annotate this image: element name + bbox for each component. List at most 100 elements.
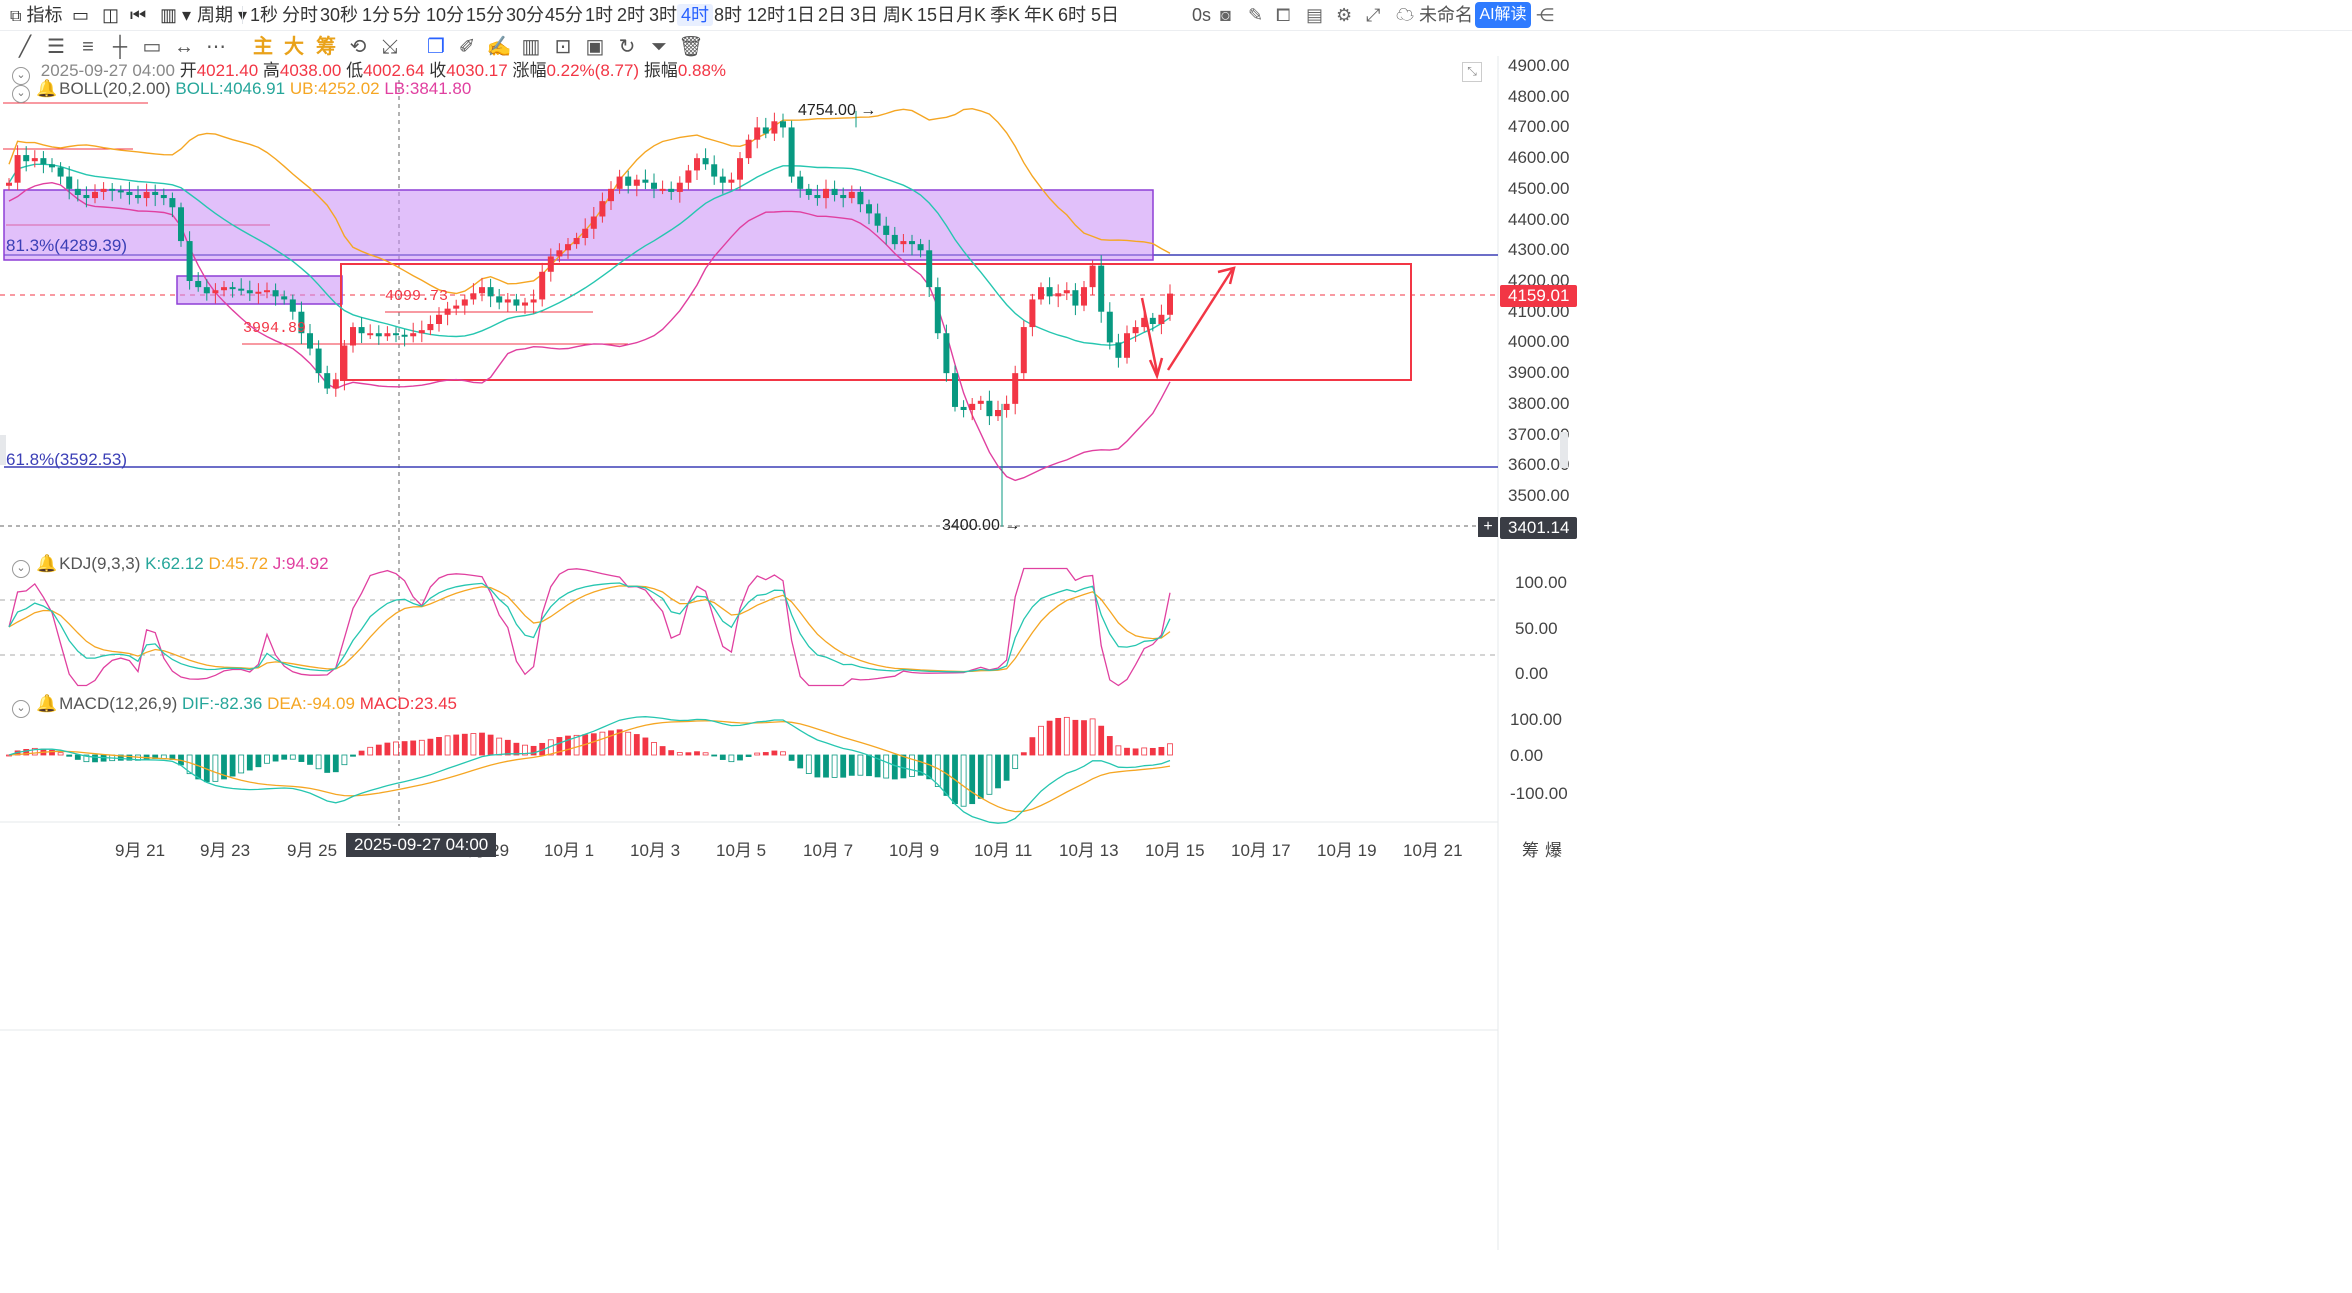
interval-19[interactable]: 15日 [917,5,956,25]
replay-icon[interactable]: ⏮ [130,5,147,25]
measure-icon[interactable]: ↔ [174,36,194,58]
right-scroll-handle[interactable] [1560,432,1568,468]
macd-bar [367,746,374,756]
chip-corner-label[interactable]: 筹 [1522,841,1539,860]
brush-icon[interactable]: ✍ [486,36,512,58]
macd-bar [479,732,485,756]
ruler-icon[interactable]: ✐ [458,36,476,58]
interval-13[interactable]: 8时 [714,5,743,25]
interval-17[interactable]: 3日 [850,5,879,25]
chart-type-icon[interactable]: ▥ ▾ [160,5,192,25]
candle-body [307,333,313,349]
interval-14[interactable]: 12时 [747,5,786,25]
horizontal-lines-icon[interactable]: ≡ [82,36,94,58]
calendar-icon[interactable]: ▭ [72,5,90,25]
collapse-icon[interactable]: ⌄ [12,67,30,85]
supply-zone[interactable] [3,189,1154,261]
interval-10[interactable]: 2时 [617,5,646,25]
collapse-icon[interactable]: ⌄ [12,700,30,718]
share-icon[interactable]: ⋲ [1536,5,1554,25]
magnet-icon[interactable]: ⟲ [349,36,367,58]
collapse-icon[interactable]: ⌄ [12,560,30,578]
up-arrow[interactable] [1166,269,1234,371]
candle-body [479,287,485,294]
interval-3[interactable]: 1分 [362,5,391,25]
demand-zone[interactable] [176,275,343,305]
chip-distribution-tool[interactable]: 筹 [316,36,336,58]
interval-20[interactable]: 月K [956,5,987,25]
copy-icon[interactable]: ❐ [427,36,445,58]
hide-drawings-icon[interactable]: ⤩ [382,36,398,58]
macd-bar [651,742,657,756]
camera-icon[interactable]: ◙ [1220,5,1231,25]
indicators-button[interactable]: ⧉ 指标 [10,4,62,28]
pencil-icon[interactable]: ✎ [1248,5,1264,25]
candle-body [1106,311,1113,343]
interval-22[interactable]: 年K [1024,5,1055,25]
macd-bar [315,754,322,770]
alert-bell-icon[interactable]: 🔔 [36,79,58,98]
interval-18[interactable]: 周K [883,5,914,25]
edit-icon[interactable]: ▣ [585,36,605,58]
alert-bell-icon[interactable]: 🔔 [36,554,58,573]
interval-2[interactable]: 30秒 [320,5,359,25]
macd-bar [1072,719,1079,756]
trendline-icon[interactable]: ╱ [18,36,32,58]
interval-5[interactable]: 10分 [426,5,465,25]
settings-icon[interactable]: ⚙ [1336,5,1353,25]
rectangle-icon[interactable]: ▭ [142,36,162,58]
interval-21[interactable]: 季K [990,5,1021,25]
time-axis-label: 10月 21 [1403,841,1463,860]
parallel-lines-icon[interactable]: ☰ [47,36,65,58]
large-order-tool[interactable]: 大 [284,36,304,58]
interval-15[interactable]: 1日 [787,5,816,25]
interval-11[interactable]: 3时 [649,5,678,25]
range-box[interactable] [340,263,1412,381]
time-axis-label: 10月 19 [1317,841,1377,860]
candle-body [1141,317,1148,328]
alert-bell-icon[interactable]: 🔔 [36,694,58,713]
interval-8[interactable]: 45分 [545,5,584,25]
collapse-icon[interactable]: ⌄ [12,85,30,103]
interval-23[interactable]: 6时 [1058,5,1087,25]
left-scroll-handle[interactable] [0,435,6,465]
fullscreen-icon[interactable]: ⤢ [1366,5,1381,25]
ai-analysis-button[interactable]: AI解读 [1475,2,1531,28]
layout-icon[interactable]: ◫ [102,5,120,25]
filter-icon[interactable]: ⏷ [651,36,667,58]
candles-icon[interactable]: ▥ [521,36,541,58]
interval-12[interactable]: 4时 [677,4,714,26]
lock-icon[interactable]: ⊡ [554,36,572,58]
macd-dif-value: DIF:-82.36 [182,694,263,713]
interval-24[interactable]: 5日 [1091,5,1120,25]
popout-icon[interactable]: ⧠ [1276,5,1291,25]
candle-body [186,241,193,281]
burst-corner-label[interactable]: 爆 [1545,841,1562,860]
interval-16[interactable]: 2日 [818,5,847,25]
horizontal-ray-icon[interactable]: ┼ [112,36,128,58]
cycle-icon[interactable]: ↻ [618,36,636,58]
trash-icon[interactable]: 🗑 [678,36,704,58]
interval-7[interactable]: 30分 [506,5,545,25]
interval-6[interactable]: 15分 [466,5,505,25]
more-tools-icon[interactable]: ⋯ [206,36,226,58]
macd-bar [565,735,571,756]
candle-body [866,204,872,214]
interval-4[interactable]: 5分 [393,5,422,25]
add-alert-icon[interactable]: + [1478,517,1498,537]
interval-9[interactable]: 1时 [585,5,614,25]
interval-0[interactable]: 1秒 [250,5,279,25]
macd-bar [745,754,752,757]
interval-1[interactable]: 分时 [282,5,318,25]
macd-bar [470,733,477,756]
maximize-pane-icon[interactable]: ⤡ [1462,62,1482,82]
candle-body [685,170,692,183]
down-arrow[interactable] [1140,297,1159,373]
main-chart-tool[interactable]: 主 [253,36,273,58]
candle-body [805,188,812,195]
candle-body [496,296,503,303]
template-icon[interactable]: ▤ [1306,5,1324,25]
candle-body [891,234,898,245]
candle-body [883,225,890,235]
